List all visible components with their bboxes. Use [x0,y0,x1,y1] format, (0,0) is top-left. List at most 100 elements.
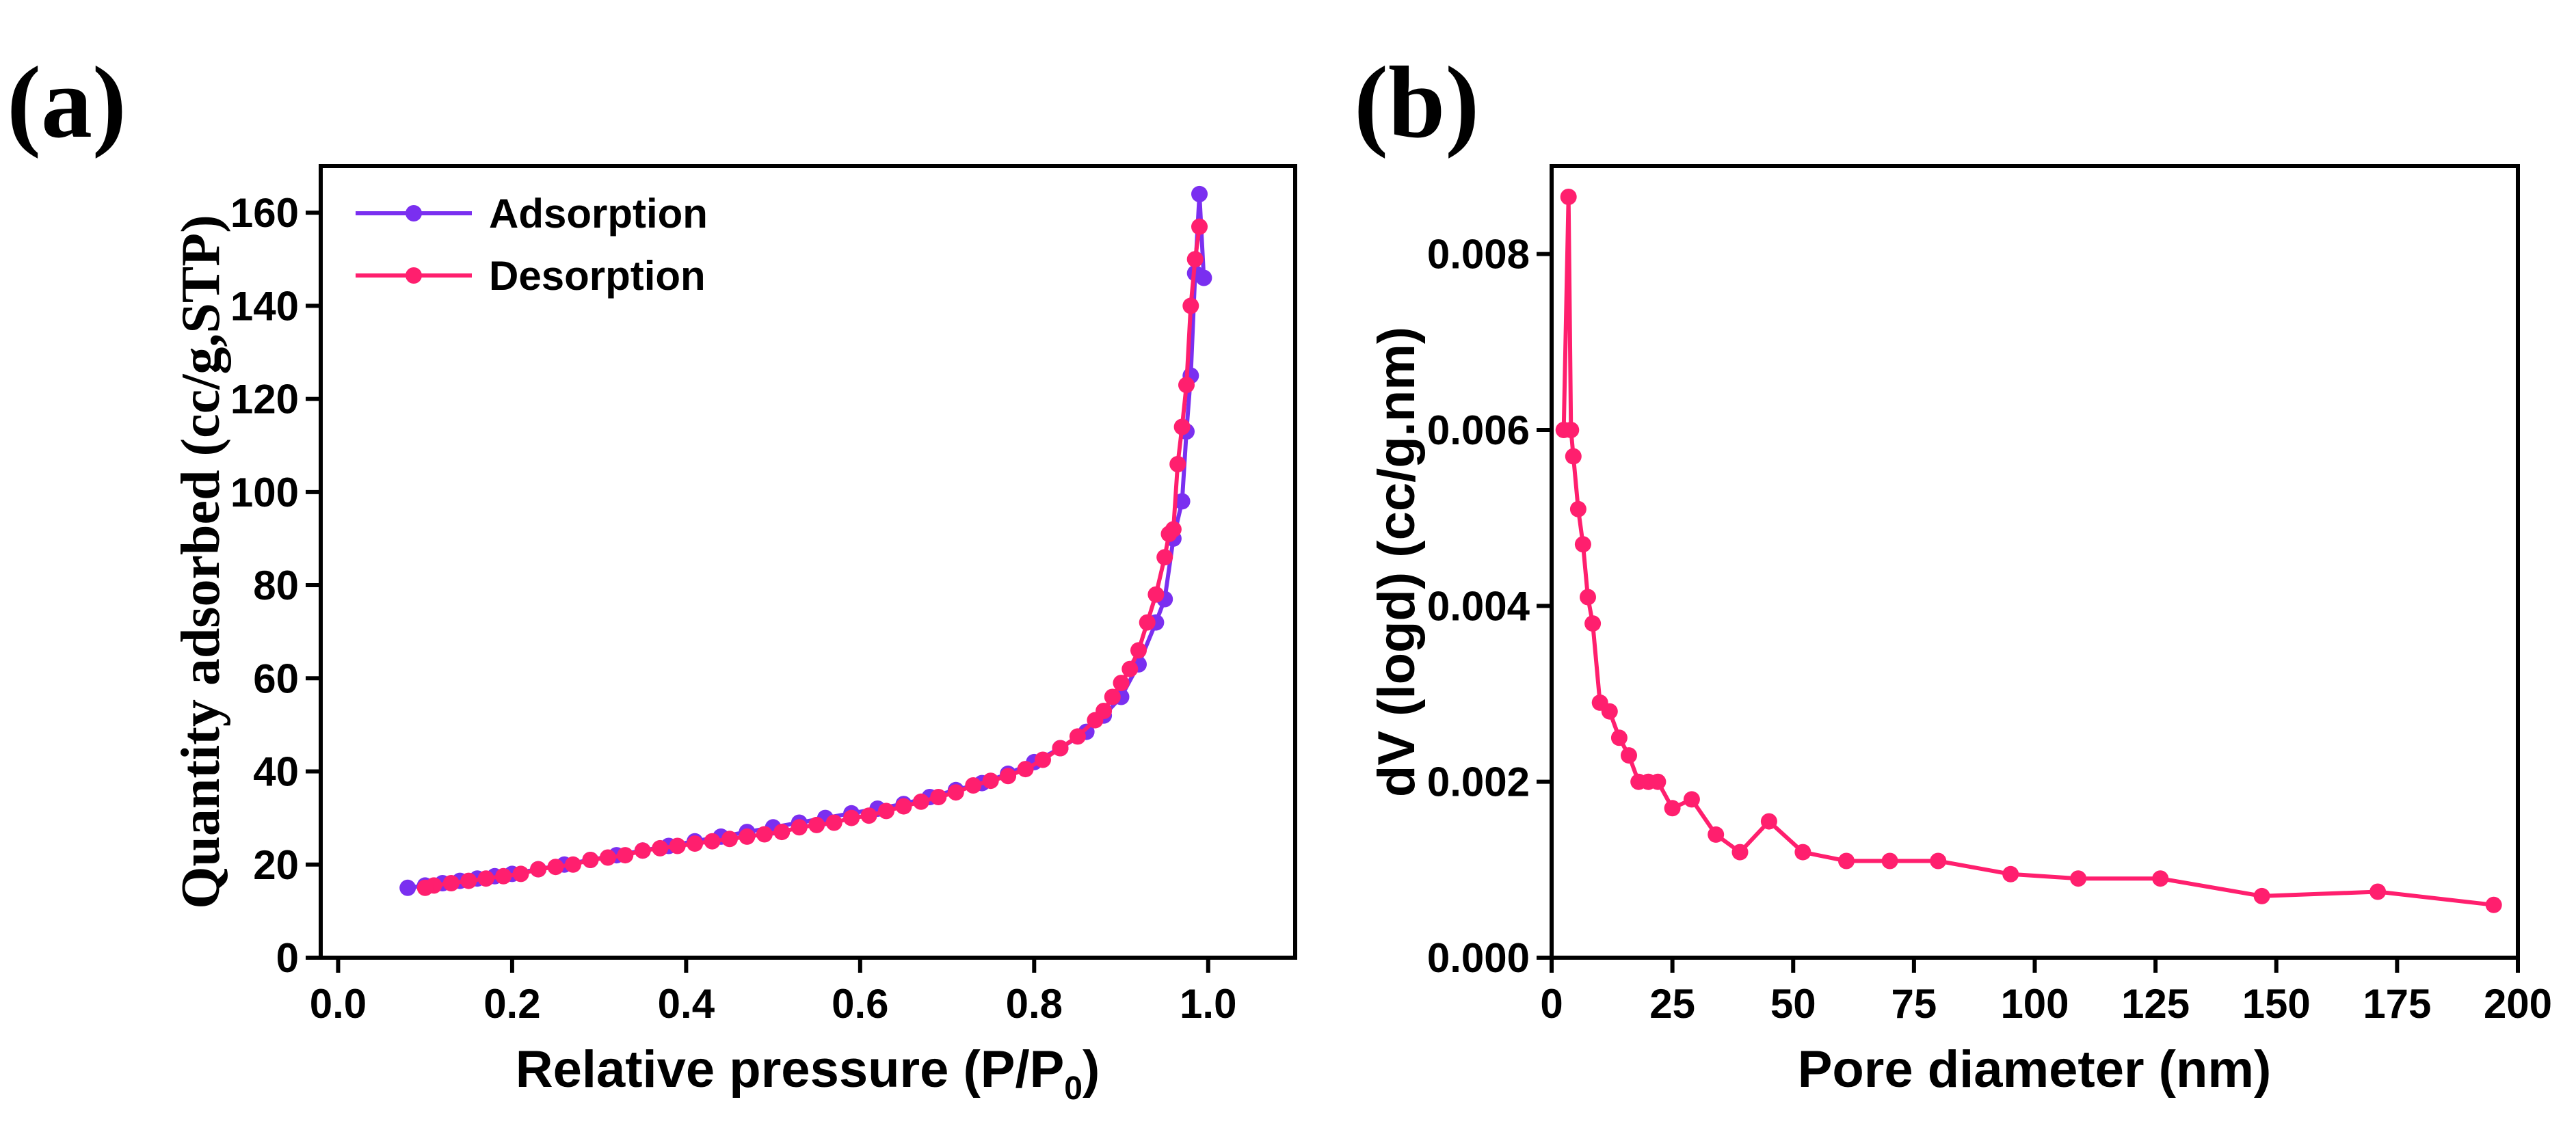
panel-label-a: (a) [7,46,127,159]
chart-a-point-desorption [599,849,616,866]
chart-a-point-desorption [495,867,512,885]
chart-b-point-pore-size-distribution [2070,870,2087,887]
chart-a-series-line-desorption [424,226,1201,890]
chart-b-xtick-label: 200 [2484,981,2552,1027]
chart-b-point-pore-size-distribution [2253,887,2270,904]
chart-a-point-desorption [460,872,477,889]
chart-b-point-pore-size-distribution [1838,852,1855,870]
chart-a-point-desorption [442,875,460,891]
chart-a-point-desorption [1069,728,1086,745]
chart-a-point-desorption [1169,456,1186,472]
chart-a-point-desorption [947,784,964,801]
chart-b-point-pore-size-distribution [2485,896,2502,913]
chart-a-point-desorption [1035,751,1051,768]
chart-a-point-desorption [477,870,494,887]
chart-b-ylabel: dV (logd) (cc/g.nm) [1368,327,1426,797]
chart-b-series-line-pore-size-distribution [1561,195,2495,907]
chart-b-point-pore-size-distribution [1560,189,1577,205]
legend-desorption-marker [406,267,422,284]
chart-a-point-adsorption [1195,269,1212,286]
chart-a-ytick-label: 160 [230,190,299,236]
chart-b-point-pore-size-distribution [1621,747,1637,764]
chart-a-point-desorption [1191,218,1208,235]
chart-b-point-pore-size-distribution [2152,870,2169,887]
chart-a-point-desorption [547,859,564,876]
chart-a-ytick-label: 0 [276,935,299,981]
chart-b-point-pore-size-distribution [1563,422,1580,438]
chart-a-point-desorption [687,835,704,852]
chart-a-xtick-label: 0.6 [832,981,888,1027]
chart-b-plot-frame [1550,164,2520,960]
chart-b-point-pore-size-distribution [1649,773,1667,790]
chart-a-xtick-label: 0.4 [658,981,715,1027]
chart-b-point-pore-size-distribution [1930,852,1947,870]
chart-a-point-desorption [791,819,808,836]
chart-a-legend: Adsorption Desorption [356,191,708,299]
chart-b-xtick-label: 75 [1891,981,1937,1027]
chart-a-point-desorption [1000,768,1017,785]
chart-b-series-layer [1555,189,2502,913]
chart-a-point-adsorption [399,879,416,896]
chart-b-point-pore-size-distribution [1601,703,1618,720]
chart-a-xtick-label: 0.2 [483,981,540,1027]
chart-b-point-pore-size-distribution [2002,865,2019,882]
chart-a-point-desorption [634,842,651,859]
chart-b-point-pore-size-distribution [1760,813,1777,830]
chart-a-point-desorption [582,852,599,868]
chart-a-ytick-label: 60 [253,656,299,701]
legend-desorption-label: Desorption [489,253,706,299]
legend-adsorption-label: Adsorption [489,191,708,237]
chart-a-point-desorption [825,814,842,831]
chart-a-ytick-label: 140 [230,283,299,329]
chart-a-point-desorption [930,789,947,805]
chart-a-point-desorption [1156,549,1173,566]
chart-a-point-desorption [912,793,929,810]
chart-b-ytick-label: 0.002 [1427,759,1530,805]
chart-b-ytick-label: 0.004 [1427,583,1530,629]
chart-b-xtick-label: 175 [2363,981,2431,1027]
chart-a-point-desorption [843,809,860,826]
chart-a-xtick-label: 0.8 [1006,981,1063,1027]
chart-a-plot-frame [319,164,1297,960]
chart-a-ytick-label: 40 [253,749,299,795]
chart-a-point-desorption [860,807,877,824]
chart-a-point-desorption [1121,660,1139,677]
chart-a-point-desorption [704,833,721,850]
chart-a-point-desorption [416,879,434,896]
chart-a-ytick-label: 120 [230,377,299,422]
chart-a-point-desorption [1160,526,1178,543]
chart-a-point-desorption [721,831,738,848]
chart-b-ytick-label: 0.008 [1427,232,1530,278]
chart-a-point-desorption [1182,297,1199,314]
chart-b-ytick-label: 0.006 [1427,407,1530,453]
chart-a-xtick-label: 0.0 [310,981,367,1027]
chart-a-point-desorption [1186,251,1204,268]
chart-a-series-layer [399,185,1212,896]
chart-a-point-desorption [1173,418,1191,435]
legend-adsorption-marker [406,205,422,221]
chart-a-point-desorption [1139,614,1156,631]
chart-a-point-desorption [565,856,581,873]
chart-a-xlabel-tail: ) [1083,1040,1100,1099]
chart-a-point-desorption [895,798,912,815]
panel-label-b: (b) [1354,46,1479,159]
chart-b-point-pore-size-distribution [1683,791,1700,808]
chart-a-point-desorption [1104,688,1121,705]
chart-b-point-pore-size-distribution [1584,615,1602,632]
chart-b-xlabel: Pore diameter (nm) [1798,1040,2272,1099]
chart-a-point-desorption [1178,377,1195,394]
chart-a-ytick-label: 80 [253,563,299,608]
chart-b-point-pore-size-distribution [1731,844,1749,861]
chart-a-ytick-label: 20 [253,842,299,888]
chart-b-point-pore-size-distribution [1664,800,1681,817]
chart-a-point-desorption [965,777,982,794]
chart-a-xlabel-main: Relative pressure (P/P [516,1040,1065,1099]
chart-b-point-pore-size-distribution [2369,883,2387,900]
chart-a-point-desorption [982,772,999,790]
chart-b-point-pore-size-distribution [1794,844,1811,861]
chart-a-xtick-label: 1.0 [1180,981,1236,1027]
chart-a-point-desorption [530,861,547,878]
chart-a-point-desorption [617,847,634,864]
chart-a-point-adsorption [1191,185,1208,202]
